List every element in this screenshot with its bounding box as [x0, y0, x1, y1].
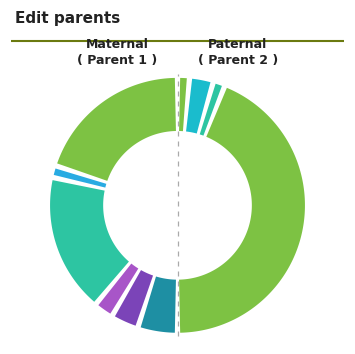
Polygon shape	[54, 169, 106, 188]
Polygon shape	[141, 276, 176, 333]
Text: Maternal
( Parent 1 ): Maternal ( Parent 1 )	[77, 38, 158, 67]
Polygon shape	[179, 78, 187, 131]
Text: Edit parents: Edit parents	[15, 11, 120, 25]
Polygon shape	[200, 84, 222, 136]
Polygon shape	[115, 270, 153, 326]
Polygon shape	[186, 79, 211, 133]
Polygon shape	[57, 78, 176, 181]
Text: Paternal
( Parent 2 ): Paternal ( Parent 2 )	[197, 38, 278, 67]
Polygon shape	[179, 88, 305, 333]
Polygon shape	[98, 264, 138, 314]
Polygon shape	[50, 180, 129, 302]
